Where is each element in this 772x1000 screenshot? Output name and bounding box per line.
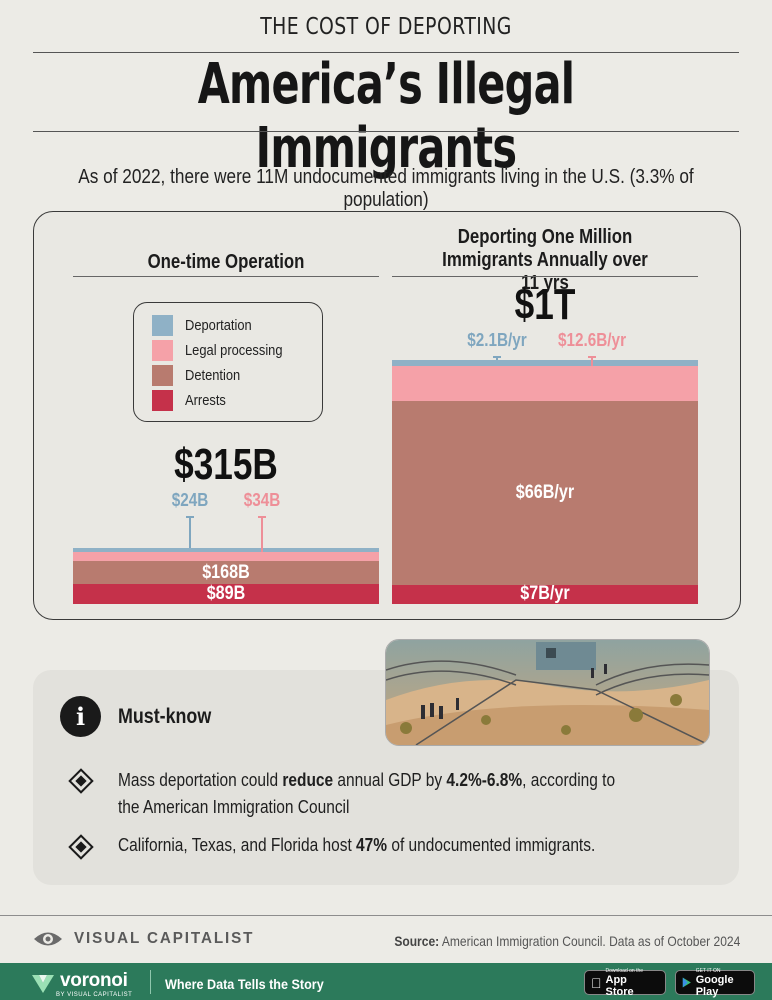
bar-segment-arrests	[73, 584, 379, 604]
tagline: Where Data Tells the Story	[165, 976, 324, 992]
bullet-diamond-icon	[68, 768, 94, 794]
vc-eye-icon	[34, 932, 62, 946]
bar-segment-detention	[392, 401, 698, 585]
right-chart-title: Deporting One Million Immigrants Annuall…	[442, 226, 648, 294]
google-play-button[interactable]: GET IT ON Google Play	[675, 967, 755, 998]
legend-label: Deportation	[185, 317, 252, 334]
subtitle: As of 2022, there were 11M undocumented …	[78, 166, 694, 211]
annotation-deportation-stem	[496, 356, 498, 361]
bar-segment-legal-processing	[392, 366, 698, 402]
google-play-label: Google Play	[695, 973, 734, 998]
bar-segment-legal-processing	[73, 552, 379, 562]
bullet-text-part: Mass deportation could	[118, 770, 283, 790]
bullet-diamond-icon	[68, 834, 94, 860]
app-store-small: Download on the	[595, 968, 644, 980]
legend-swatch	[152, 390, 173, 411]
bar-segment-arrests	[392, 584, 698, 604]
bar-segment-deportation	[73, 548, 379, 553]
visual-capitalist-logo: VISUAL CAPITALIST	[32, 928, 264, 950]
legend-swatch	[152, 315, 173, 336]
annotation-legal-processing-stem	[591, 356, 593, 367]
google-play-small: GET IT ON	[695, 967, 721, 974]
legend-swatch	[152, 340, 173, 361]
annotation-deportation: $24B	[171, 490, 209, 510]
legend: Deportation Legal processing Detention A…	[133, 302, 323, 422]
source-label: Source:	[394, 933, 439, 949]
left-stacked-bar: $89B $168B $24B $34B	[73, 0, 379, 605]
bullet-states-text: California, Texas, and Florida host 47% …	[118, 832, 634, 859]
voronoi-sub: BY VISUAL CAPITALIST	[56, 992, 133, 998]
annotation-deportation-stem	[189, 516, 191, 549]
voronoi-logo[interactable]: voronoi BY VISUAL CAPITALIST	[30, 970, 132, 998]
title-rule-bottom	[33, 131, 739, 132]
right-title-rule	[392, 276, 698, 277]
bar-segment-deportation	[392, 360, 698, 367]
legend-item-detention: Detention	[152, 365, 249, 386]
brand-name: VISUAL CAPITALIST	[74, 930, 255, 947]
footer	[0, 915, 772, 964]
legend-label: Legal processing	[185, 342, 283, 359]
apple-icon: 	[591, 975, 602, 991]
bullet-text-part: of undocumented immigrants.	[387, 835, 596, 855]
bullet-text-part: annual GDP by	[333, 770, 447, 790]
bar-label-arrests: $7B/yr	[520, 583, 570, 605]
bullet-text-bold: 47%	[356, 835, 388, 855]
legend-item-legal-processing: Legal processing	[152, 340, 298, 361]
annotation-deportation: $2.1B/yr	[467, 330, 527, 350]
left-chart-title: One-time Operation	[147, 251, 305, 273]
bullet-gdp-text: Mass deportation could reduce annual GDP…	[118, 767, 634, 821]
bullet-text-bold: 4.2%-6.8%	[446, 770, 523, 790]
kicker-title: THE COST OF DEPORTING	[260, 14, 512, 40]
bar-label-detention: $66B/yr	[515, 481, 575, 503]
annotation-legal-processing: $34B	[243, 490, 281, 510]
legend-label: Detention	[185, 367, 241, 384]
page-title: America’s Illegal Immigrants	[197, 52, 575, 181]
bar-segment-detention	[73, 561, 379, 584]
right-stacked-bar: $7B/yr $66B/yr $2.1B/yr $12.6B/yr	[392, 0, 698, 605]
must-know-title: Must-know	[118, 705, 212, 728]
legend-swatch	[152, 365, 173, 386]
annotation-legal-processing: $12.6B/yr	[557, 330, 627, 350]
info-icon: i	[60, 696, 101, 737]
bullet-text-part: California, Texas, and Florida host	[118, 835, 357, 855]
bar-label-arrests: $89B	[206, 583, 246, 604]
border-fence-photo	[385, 639, 710, 746]
voronoi-brand: voronoi	[60, 970, 128, 991]
title-rule-top	[33, 52, 739, 53]
legend-item-deportation: Deportation	[152, 315, 263, 336]
bar-label-detention: $168B	[202, 561, 250, 583]
bullet-text-bold: reduce	[282, 770, 334, 790]
source-text: American Immigration Council. Data as of…	[438, 933, 740, 949]
voronoi-leaf-icon	[32, 975, 54, 993]
left-total-label: $315B	[174, 440, 278, 489]
bottom-divider	[150, 970, 151, 994]
app-store-label: App Store	[595, 974, 648, 998]
bullet-text-part: , according to the American Immigration …	[118, 770, 616, 817]
legend-label: Arrests	[185, 392, 226, 409]
source-note: Source: American Immigration Council. Da…	[394, 933, 740, 949]
legend-item-arrests: Arrests	[152, 390, 233, 411]
annotation-legal-processing-stem	[261, 516, 263, 553]
google-play-icon	[682, 977, 691, 988]
left-title-rule	[73, 276, 379, 277]
app-store-button[interactable]:  Download on the App Store	[584, 968, 666, 998]
right-total-label: $1T	[514, 280, 576, 329]
